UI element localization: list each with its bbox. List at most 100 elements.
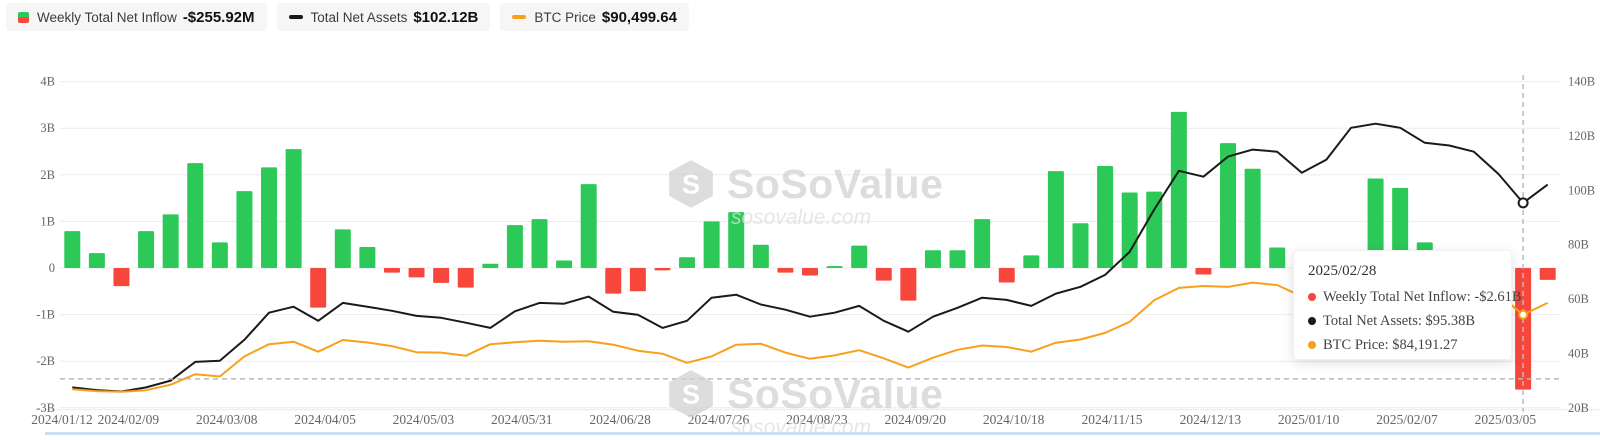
y-axis-label-right: 60B (1568, 292, 1589, 306)
y-axis-label-left: 0 (49, 261, 55, 275)
inflow-bar[interactable] (285, 149, 302, 268)
x-axis-label: 2024/04/05 (294, 412, 356, 427)
legend-item-weekly-net-inflow[interactable]: Weekly Total Net Inflow -$255.92M (6, 3, 267, 31)
y-axis-label-left: -1B (36, 308, 55, 322)
inflow-bar[interactable] (1023, 255, 1040, 268)
y-axis-label-right: 140B (1568, 75, 1595, 89)
inflow-bar[interactable] (408, 268, 425, 278)
inflow-bar[interactable] (1146, 191, 1163, 268)
tooltip-separator: : (1417, 313, 1426, 329)
x-axis-label: 2025/01/10 (1278, 412, 1340, 427)
legend-item-btc-price[interactable]: BTC Price $90,499.64 (500, 3, 689, 31)
tooltip-row-value: $84,191.27 (1392, 337, 1458, 353)
inflow-bar[interactable] (605, 268, 622, 294)
inflow-bar[interactable] (1539, 268, 1556, 280)
x-axis-label: 2024/10/18 (983, 412, 1045, 427)
inflow-bar[interactable] (924, 250, 941, 268)
inflow-bar[interactable] (359, 247, 376, 268)
y-axis-label-right: 120B (1568, 129, 1595, 143)
inflow-split-square-icon (18, 11, 29, 23)
y-axis-label-right: 80B (1568, 238, 1589, 252)
legend-item-total-net-assets[interactable]: Total Net Assets $102.12B (276, 3, 491, 31)
inflow-bar[interactable] (703, 221, 720, 268)
y-axis-label-left: -3B (36, 401, 55, 415)
inflow-bar[interactable] (949, 250, 966, 268)
y-axis-label-right: 100B (1568, 183, 1595, 197)
x-axis-label: 2024/05/31 (491, 412, 553, 427)
legend: Weekly Total Net Inflow -$255.92M Total … (6, 3, 689, 31)
x-axis-label: 2024/08/23 (786, 412, 848, 427)
inflow-bar[interactable] (900, 268, 917, 301)
tooltip-date: 2025/02/28 (1308, 263, 1377, 279)
inflow-bar[interactable] (113, 268, 130, 287)
inflow-bar[interactable] (261, 167, 278, 268)
total-net-assets-line[interactable] (72, 122, 1549, 393)
inflow-bar[interactable] (64, 231, 81, 268)
y-axis-label-left: -2B (36, 354, 55, 368)
inflow-bar[interactable] (802, 268, 818, 276)
x-axis-label: 2024/12/13 (1180, 412, 1242, 427)
inflow-bar[interactable] (1244, 168, 1261, 268)
black-dot-icon (1308, 317, 1316, 325)
y-axis-label-left: 1B (40, 214, 55, 228)
tooltip-separator: : (1384, 337, 1393, 353)
legend-value: $90,499.64 (601, 8, 677, 26)
inflow-bar[interactable] (1367, 178, 1384, 268)
inflow-bar[interactable] (752, 244, 769, 268)
inflow-bar[interactable] (138, 231, 155, 268)
inflow-bar[interactable] (531, 219, 548, 268)
inflow-bar[interactable] (162, 214, 179, 268)
legend-label: Weekly Total Net Inflow (37, 9, 177, 25)
inflow-bar[interactable] (187, 163, 204, 268)
legend-value: $102.12B (413, 8, 479, 26)
inflow-bar[interactable] (457, 268, 474, 288)
tooltip: 2025/02/28 Weekly Total Net Inflow: -$2.… (1293, 250, 1522, 360)
legend-label: BTC Price (534, 9, 596, 25)
inflow-bar[interactable] (1047, 171, 1064, 268)
inflow-bar[interactable] (556, 260, 573, 268)
inflow-bar[interactable] (1170, 111, 1187, 268)
inflow-bar[interactable] (310, 268, 327, 308)
inflow-bar[interactable] (1269, 247, 1286, 268)
inflow-bar[interactable] (654, 268, 671, 271)
inflow-bar[interactable] (728, 212, 745, 268)
x-axis-label: 2025/02/07 (1376, 412, 1438, 427)
btc-hover-marker (1518, 309, 1529, 320)
inflow-bar[interactable] (629, 268, 646, 292)
inflow-bar[interactable] (1072, 223, 1089, 268)
inflow-bar[interactable] (88, 253, 105, 268)
y-axis-label-left: 2B (40, 168, 55, 182)
tooltip-row-label: Weekly Total Net Inflow (1323, 289, 1467, 305)
y-axis-label-left: 3B (40, 121, 55, 135)
inflow-bar[interactable] (679, 257, 696, 268)
inflow-bar[interactable] (482, 263, 499, 268)
x-axis-label: 2024/09/20 (884, 412, 946, 427)
inflow-bar[interactable] (1220, 143, 1237, 268)
inflow-bar[interactable] (875, 268, 892, 281)
tooltip-separator: : (1466, 289, 1475, 305)
inflow-bar[interactable] (851, 245, 868, 268)
inflow-bar[interactable] (334, 229, 351, 268)
datazoom-scrollbar[interactable] (45, 432, 1600, 435)
inflow-bar[interactable] (1097, 165, 1114, 268)
inflow-bar[interactable] (1121, 192, 1138, 268)
inflow-bar[interactable] (236, 191, 253, 268)
inflow-bar[interactable] (433, 268, 450, 283)
inflow-bar[interactable] (1392, 187, 1409, 268)
inflow-bar[interactable] (974, 219, 991, 268)
inflow-bar[interactable] (580, 184, 597, 268)
y-axis-label-right: 20B (1568, 401, 1589, 415)
inflow-bar[interactable] (383, 268, 400, 273)
assets-hover-marker (1517, 197, 1529, 209)
inflow-bar[interactable] (777, 268, 794, 273)
inflow-bar[interactable] (211, 242, 228, 268)
inflow-bar[interactable] (1195, 268, 1212, 275)
btc-dash-icon (512, 15, 527, 19)
x-axis-label: 2024/07/26 (688, 412, 750, 427)
inflow-bar[interactable] (998, 268, 1015, 283)
inflow-bar[interactable] (506, 225, 523, 268)
y-axis-label-right: 40B (1568, 346, 1589, 360)
tooltip-row-assets: Total Net Assets: $95.38B (1308, 309, 1497, 333)
inflow-bar[interactable] (826, 266, 843, 268)
